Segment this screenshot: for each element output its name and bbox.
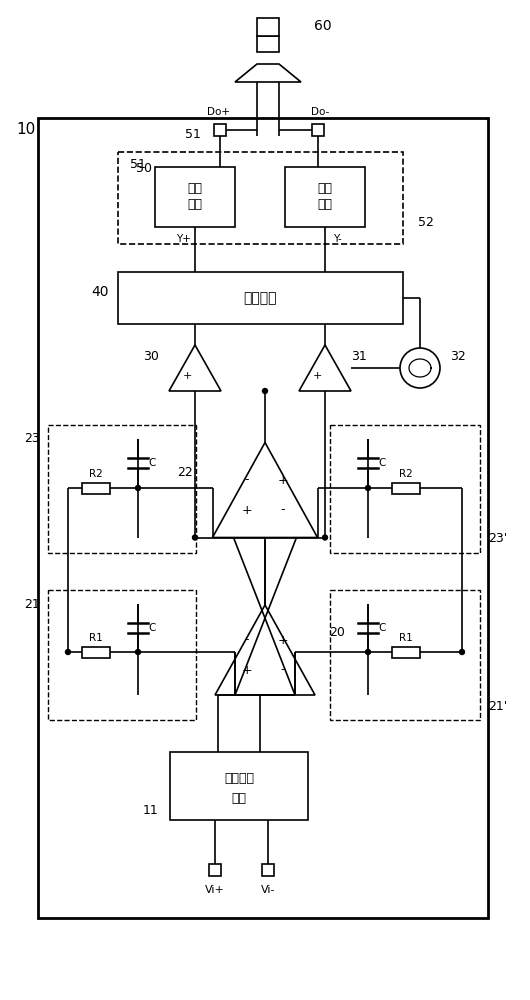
Text: +: + (242, 664, 252, 676)
Bar (285, 167, 365, 227)
Text: Do+: Do+ (207, 107, 229, 117)
Polygon shape (169, 345, 221, 391)
Bar (214, 124, 226, 136)
Bar (257, 18, 279, 36)
Bar (118, 152, 403, 244)
Polygon shape (213, 442, 317, 538)
Text: 半桥: 半桥 (188, 182, 202, 196)
Text: +: + (278, 474, 288, 487)
Circle shape (460, 650, 464, 654)
Bar (82, 647, 110, 658)
Text: Vi+: Vi+ (205, 885, 225, 895)
Circle shape (322, 535, 328, 540)
Text: -: - (281, 664, 285, 676)
Text: C: C (148, 458, 156, 468)
Text: 10: 10 (16, 122, 36, 137)
Text: 52: 52 (418, 216, 434, 229)
Circle shape (192, 535, 198, 540)
Bar (209, 864, 221, 876)
Text: R2: R2 (399, 469, 413, 479)
Circle shape (366, 486, 370, 490)
Text: C: C (378, 623, 386, 633)
Text: +: + (242, 504, 252, 516)
Text: +: + (182, 371, 192, 381)
Text: 51: 51 (130, 157, 146, 170)
Text: 31: 31 (351, 350, 367, 362)
Bar (170, 752, 308, 820)
Text: 50: 50 (136, 161, 152, 174)
Bar (312, 124, 324, 136)
Bar (262, 864, 274, 876)
Polygon shape (215, 605, 315, 695)
Text: C: C (378, 458, 386, 468)
Bar (118, 272, 403, 324)
Text: 40: 40 (91, 285, 109, 299)
Text: -: - (245, 634, 249, 647)
Text: C: C (148, 623, 156, 633)
Text: R1: R1 (399, 633, 413, 643)
Text: +: + (312, 371, 322, 381)
Circle shape (136, 650, 140, 654)
Text: 22: 22 (176, 466, 192, 479)
Bar (392, 647, 420, 658)
Text: 电路: 电路 (232, 792, 246, 804)
Bar (82, 483, 110, 493)
Text: Y+: Y+ (175, 234, 190, 244)
Polygon shape (299, 345, 351, 391)
Text: Vi-: Vi- (261, 885, 275, 895)
Text: 23: 23 (24, 432, 40, 446)
Text: 30: 30 (143, 350, 159, 362)
Text: 51: 51 (185, 127, 201, 140)
Text: 提范调范: 提范调范 (224, 772, 254, 784)
Text: 半桥: 半桥 (317, 182, 332, 196)
Text: 21': 21' (488, 700, 507, 712)
Text: 20: 20 (329, 626, 345, 639)
Text: 11: 11 (142, 804, 158, 816)
Text: 电路: 电路 (188, 198, 202, 212)
Text: +: + (278, 634, 288, 647)
Text: 较較电路: 较較电路 (244, 291, 277, 305)
Text: Do-: Do- (311, 107, 329, 117)
Text: R1: R1 (89, 633, 103, 643)
Bar (330, 590, 480, 720)
Text: Y-: Y- (333, 234, 341, 244)
Text: R2: R2 (89, 469, 103, 479)
Bar (392, 483, 420, 493)
Bar (48, 425, 196, 553)
Circle shape (66, 650, 70, 654)
Text: -: - (281, 504, 285, 516)
Text: 23': 23' (488, 532, 507, 546)
Text: 电路: 电路 (317, 198, 332, 212)
Circle shape (262, 388, 268, 393)
Bar (257, 36, 279, 52)
Circle shape (366, 650, 370, 654)
Bar (38, 118, 488, 918)
Bar (155, 167, 235, 227)
Bar (48, 590, 196, 720)
Circle shape (136, 486, 140, 490)
Text: 32: 32 (450, 350, 466, 362)
Text: 21: 21 (24, 597, 40, 610)
Polygon shape (235, 64, 301, 82)
Text: 60: 60 (314, 19, 332, 33)
Bar (330, 425, 480, 553)
Text: -: - (245, 474, 249, 487)
